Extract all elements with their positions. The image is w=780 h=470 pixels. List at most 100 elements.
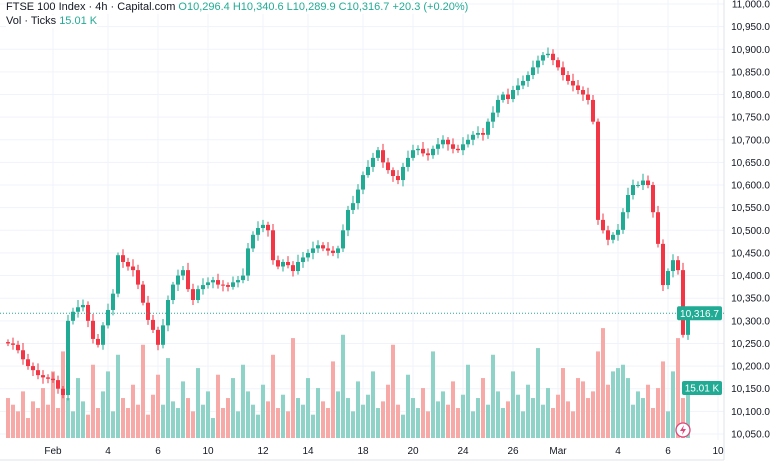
volume-bar	[506, 401, 510, 438]
candle-body	[471, 134, 475, 140]
volume-bar	[626, 378, 630, 438]
volume-bar	[46, 404, 50, 438]
candle-body	[151, 319, 155, 330]
candle-body	[666, 271, 670, 286]
volume-bar	[261, 384, 265, 438]
y-tick-label: 10,750.0	[731, 113, 770, 124]
candle-body	[451, 144, 455, 149]
volume-bar	[216, 374, 220, 438]
candle-body	[541, 55, 545, 61]
volume-bar	[156, 374, 160, 438]
candle-body	[266, 224, 270, 231]
volume-bar	[436, 401, 440, 438]
y-tick-label: 10,800.0	[731, 90, 770, 101]
candle-body	[196, 289, 200, 301]
symbol-title[interactable]: FTSE 100 Index · 4h · Capital.com	[6, 1, 176, 13]
candle-body	[631, 185, 635, 195]
candle-body	[681, 270, 685, 335]
volume-bar	[641, 398, 645, 438]
volume-bar	[476, 398, 480, 438]
volume-bar	[461, 394, 465, 438]
candle-body	[246, 248, 250, 276]
volume-bar	[391, 344, 395, 438]
candle-body	[551, 53, 555, 61]
x-tick-label: 6	[155, 446, 161, 457]
candle-body	[61, 388, 65, 396]
candle-body	[381, 150, 385, 163]
candle-body	[506, 94, 510, 100]
volume-bar	[326, 408, 330, 438]
candle-body	[511, 89, 515, 100]
candle-body	[281, 261, 285, 267]
candle-body	[91, 320, 95, 339]
candle-body	[271, 230, 275, 261]
candle-body	[671, 260, 675, 272]
candle-body	[311, 248, 315, 253]
volume-bar	[571, 411, 575, 438]
legend-symbol-row: FTSE 100 Index · 4h · Capital.com O10,29…	[6, 1, 469, 14]
candle-body	[6, 342, 10, 344]
candle-body	[436, 144, 440, 149]
candle-body	[121, 255, 125, 262]
y-tick-label: 10,450.0	[731, 248, 770, 259]
volume-bar	[201, 404, 205, 438]
volume-bar	[346, 398, 350, 438]
x-tick-label: 24	[457, 446, 469, 457]
candle-body	[106, 309, 110, 326]
volume-bar	[6, 398, 10, 438]
candle-body	[611, 234, 615, 240]
volume-bar	[666, 411, 670, 438]
candle-body	[206, 282, 210, 286]
volume-bar	[441, 391, 445, 438]
volume-bar	[81, 401, 85, 438]
volume-bar	[196, 368, 200, 438]
volume-bar	[591, 391, 595, 438]
candle-body	[616, 229, 620, 235]
volume-bar	[316, 388, 320, 438]
candle-body	[351, 203, 355, 210]
candle-body	[201, 285, 205, 290]
x-tick-label: Feb	[44, 446, 62, 457]
x-tick-label: 4	[105, 446, 111, 457]
volume-bar	[401, 414, 405, 438]
volume-label[interactable]: Vol · Ticks	[6, 15, 57, 27]
candle-body	[331, 250, 335, 253]
volume-bar	[596, 351, 600, 438]
candle-body	[406, 157, 410, 167]
volume-bar	[411, 398, 415, 438]
volume-bar	[656, 388, 660, 438]
volume-value: 15.01 K	[59, 15, 98, 27]
volume-bar	[111, 411, 115, 438]
volume-bar	[186, 398, 190, 438]
x-tick-label: 20	[407, 446, 419, 457]
candle-body	[51, 378, 55, 381]
y-tick-label: 10,900.0	[731, 45, 770, 56]
candle-body	[176, 275, 180, 285]
candle-body	[101, 325, 105, 345]
candle-body	[41, 375, 45, 378]
y-tick-label: 10,950.0	[731, 22, 770, 33]
y-tick-label: 10,150.0	[731, 384, 770, 395]
volume-bar	[491, 354, 495, 438]
candle-body	[96, 338, 100, 345]
candle-body	[326, 248, 330, 251]
volume-bar	[546, 388, 550, 438]
volume-bar	[616, 368, 620, 438]
y-tick-label: 10,300.0	[731, 316, 770, 327]
candle-body	[166, 300, 170, 326]
x-tick-label: 4	[615, 446, 621, 457]
candle-body	[336, 248, 340, 253]
volume-bar	[671, 371, 675, 438]
volume-bar	[26, 418, 30, 438]
candle-body	[546, 53, 550, 56]
candle-body	[241, 275, 245, 281]
candle-body	[31, 366, 35, 371]
candle-body	[441, 139, 445, 145]
candle-body	[391, 170, 395, 176]
candle-body	[516, 85, 520, 90]
x-tick-label: 12	[257, 446, 269, 457]
candle-body	[21, 350, 25, 360]
volume-bar	[76, 378, 80, 438]
